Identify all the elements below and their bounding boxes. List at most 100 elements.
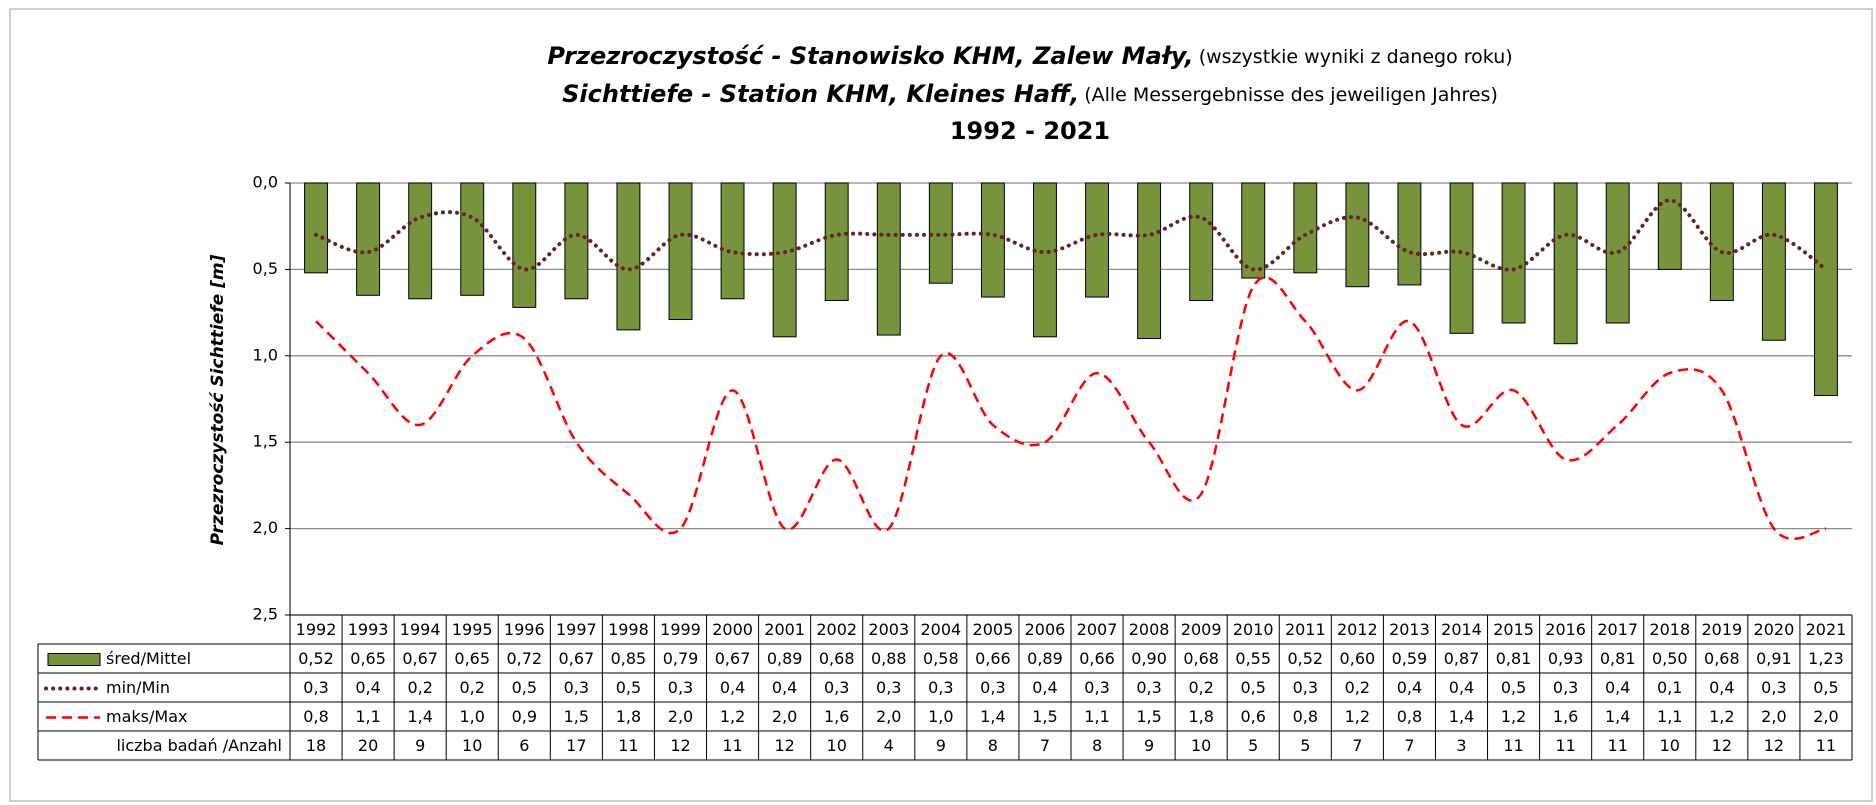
table-cell: 0,8 (1293, 707, 1318, 726)
table-cell: 8 (1092, 736, 1102, 755)
table-cell: 1,2 (1709, 707, 1734, 726)
x-tick-label: 1992 (296, 620, 337, 639)
y-tick-label: 0,0 (253, 173, 278, 192)
table-cell: 0,4 (1709, 678, 1734, 697)
x-tick-label: 2011 (1285, 620, 1326, 639)
table-cell: 17 (566, 736, 586, 755)
table-cell: 0,85 (611, 649, 647, 668)
y-tick-label: 2,5 (253, 605, 278, 624)
bar (356, 182, 381, 296)
table-cell: 0,4 (355, 678, 380, 697)
y-tick-label: 1,0 (253, 345, 278, 364)
table-cell: 1,2 (1345, 707, 1370, 726)
x-tick-label: 2017 (1597, 620, 1638, 639)
x-tick-label: 2001 (764, 620, 805, 639)
table-cell: 0,55 (1235, 649, 1271, 668)
bar (1657, 182, 1682, 270)
line (315, 276, 1827, 541)
table-cell: 11 (722, 736, 742, 755)
table-cell: 2,0 (1813, 707, 1838, 726)
bar (512, 182, 537, 308)
table-cell: 1,5 (564, 707, 589, 726)
x-tick-label: 2009 (1181, 620, 1222, 639)
title-note: (Alle Messergebnisse des jeweiligen Jahr… (1084, 84, 1498, 106)
table-cell: 0,66 (1079, 649, 1115, 668)
title-line: Sichttiefe - Station KHM, Kleines Haff, … (562, 80, 1498, 108)
bar (1449, 182, 1474, 334)
bar (1345, 182, 1370, 288)
x-tick-label: 1999 (660, 620, 701, 639)
table-cell: 1,4 (980, 707, 1005, 726)
table-cell: 0,5 (1501, 678, 1526, 697)
table-cell: 7 (1352, 736, 1362, 755)
table-cell: 1,8 (1188, 707, 1213, 726)
table-cell: 0,4 (1397, 678, 1422, 697)
x-tick-label: 2013 (1389, 620, 1430, 639)
bar (1814, 182, 1838, 397)
bar (1397, 182, 1422, 286)
table-cell: 1,23 (1808, 649, 1844, 668)
bar (824, 182, 849, 302)
table-cell: 0,81 (1600, 649, 1636, 668)
table-cell: 0,88 (871, 649, 907, 668)
bar (1085, 182, 1109, 298)
table-cell: 12 (774, 736, 794, 755)
table-cell: 1,1 (355, 707, 380, 726)
bar (304, 182, 328, 274)
table-cell: 5 (1300, 736, 1310, 755)
table-row-label: liczba badań /Anzahl (116, 736, 282, 755)
table-cell: 1,4 (1449, 707, 1474, 726)
bar (564, 182, 589, 300)
table-cell: 10 (462, 736, 482, 755)
table-cell: 0,3 (1553, 678, 1578, 697)
bar (1033, 182, 1057, 338)
title-note: (wszystkie wyniki z danego roku) (1199, 46, 1513, 68)
x-tick-label: 2019 (1701, 620, 1742, 639)
x-tick-label: 1998 (608, 620, 649, 639)
x-tick-label: 1997 (556, 620, 597, 639)
x-tick-label: 2006 (1025, 620, 1066, 639)
table-cell: 0,6 (1241, 707, 1266, 726)
table-cell: 0,67 (559, 649, 595, 668)
table-cell: 11 (1555, 736, 1575, 755)
bar (1761, 182, 1786, 341)
table-cell: 0,8 (303, 707, 328, 726)
table-cell: 1,8 (616, 707, 641, 726)
title-main: Sichttiefe - Station KHM, Kleines Haff, (562, 80, 1079, 108)
table-cell: 0,89 (767, 649, 803, 668)
table-cell: 6 (519, 736, 529, 755)
table-cell: 0,3 (668, 678, 693, 697)
table-cell: 0,2 (460, 678, 485, 697)
table-cell: 0,4 (720, 678, 745, 697)
bar (1241, 182, 1266, 279)
table-cell: 9 (415, 736, 425, 755)
bar (1709, 182, 1734, 302)
x-tick-label: 2002 (816, 620, 857, 639)
table-cell: 1,4 (1605, 707, 1630, 726)
bar (1553, 182, 1578, 345)
table-cell: 1,2 (720, 707, 745, 726)
table-cell: 1,6 (824, 707, 849, 726)
table-cell: 0,65 (350, 649, 386, 668)
table-cell: 0,52 (1287, 649, 1323, 668)
table-cell: 0,3 (876, 678, 901, 697)
y-tick-label: 1,5 (253, 432, 278, 451)
table-cell: 0,3 (928, 678, 953, 697)
table-cell: 9 (1144, 736, 1154, 755)
table-cell: 11 (1608, 736, 1628, 755)
table-cell: 1,0 (460, 707, 485, 726)
table-cell: 0,4 (772, 678, 797, 697)
table-cell: 0,52 (298, 649, 334, 668)
table-cell: 0,67 (402, 649, 438, 668)
table-cell: 1,5 (1032, 707, 1057, 726)
table-cell: 0,81 (1496, 649, 1532, 668)
table-cell: 0,3 (1084, 678, 1109, 697)
table-cell: 12 (1712, 736, 1732, 755)
bar (720, 182, 745, 300)
x-tick-label: 1996 (504, 620, 545, 639)
table-cell: 1,6 (1553, 707, 1578, 726)
table-cell: 0,4 (1032, 678, 1057, 697)
bar (616, 182, 641, 331)
table-cell: 0,3 (1761, 678, 1786, 697)
